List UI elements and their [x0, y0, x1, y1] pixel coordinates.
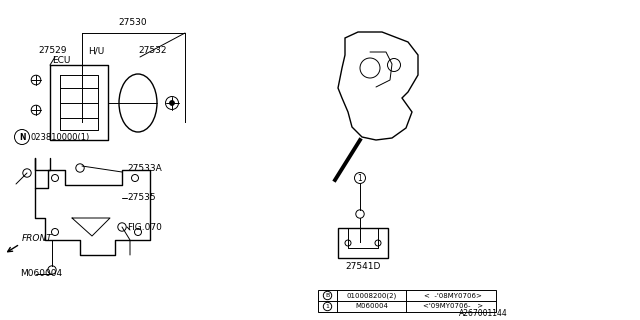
- Text: 27541D: 27541D: [346, 262, 381, 271]
- Text: 27530: 27530: [118, 18, 147, 27]
- Text: 27535: 27535: [127, 194, 156, 203]
- Text: H/U: H/U: [88, 46, 104, 55]
- Text: FRONT: FRONT: [22, 234, 52, 243]
- Bar: [318, 290, 496, 312]
- Text: 1: 1: [358, 173, 362, 182]
- Text: M060004: M060004: [355, 303, 388, 309]
- Bar: [338, 228, 388, 258]
- Text: A267001144: A267001144: [460, 309, 508, 318]
- Text: N: N: [19, 133, 25, 142]
- Text: 1: 1: [326, 304, 330, 309]
- Text: 27529: 27529: [38, 46, 67, 55]
- Text: 27532: 27532: [138, 46, 166, 55]
- Text: 010008200(2): 010008200(2): [346, 292, 397, 299]
- Text: 023810000(1): 023810000(1): [30, 133, 89, 142]
- Text: <  -'08MY0706>: < -'08MY0706>: [424, 292, 482, 299]
- Text: M060004: M060004: [20, 269, 62, 278]
- Text: FIG.070: FIG.070: [127, 222, 162, 231]
- Text: <'09MY0706-   >: <'09MY0706- >: [423, 303, 483, 309]
- Text: B: B: [325, 293, 330, 298]
- Text: ECU: ECU: [52, 56, 70, 65]
- Circle shape: [170, 101, 174, 105]
- Text: 27533A: 27533A: [127, 164, 162, 172]
